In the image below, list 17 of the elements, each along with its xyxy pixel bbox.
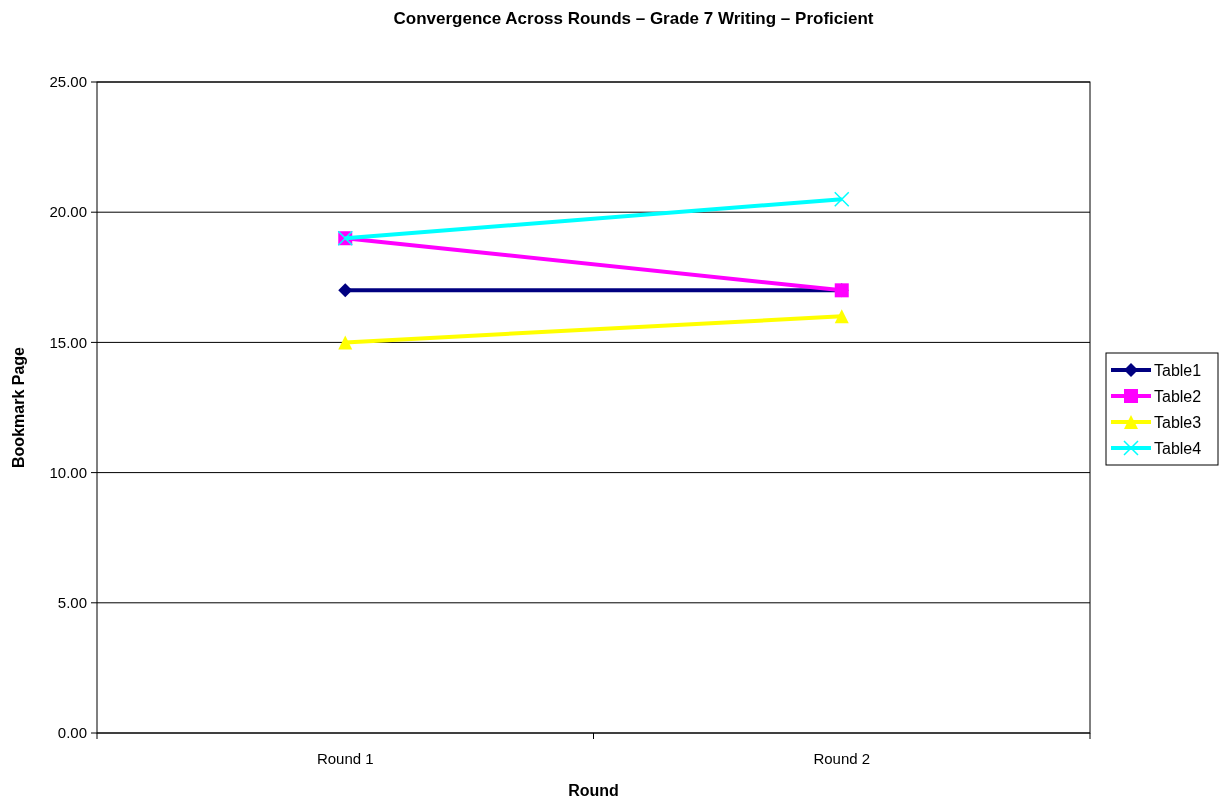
x-tick-label: Round 2 (813, 750, 871, 767)
y-tick-label: 5.00 (57, 594, 87, 612)
legend-label: Table2 (1154, 387, 1202, 405)
point (834, 191, 850, 207)
chart-title: Convergence Across Rounds – Grade 7 Writing – Proficient (393, 9, 874, 28)
y-tick-label: 20.00 (49, 203, 87, 221)
y-tick-label: 25.00 (49, 73, 87, 91)
legend-label: Table1 (1154, 361, 1202, 379)
x-axis-title: Round (568, 782, 619, 799)
legend-label: Table3 (1154, 413, 1202, 431)
point (338, 283, 353, 298)
x-tick-label: Round 1 (316, 750, 374, 767)
y-axis-title: Bookmark Page (10, 346, 27, 468)
y-tick-label: 15.00 (49, 333, 87, 351)
y-tick-label: 0.00 (57, 724, 87, 742)
legend-label: Table4 (1154, 439, 1202, 457)
y-tick-label: 10.00 (49, 463, 87, 481)
